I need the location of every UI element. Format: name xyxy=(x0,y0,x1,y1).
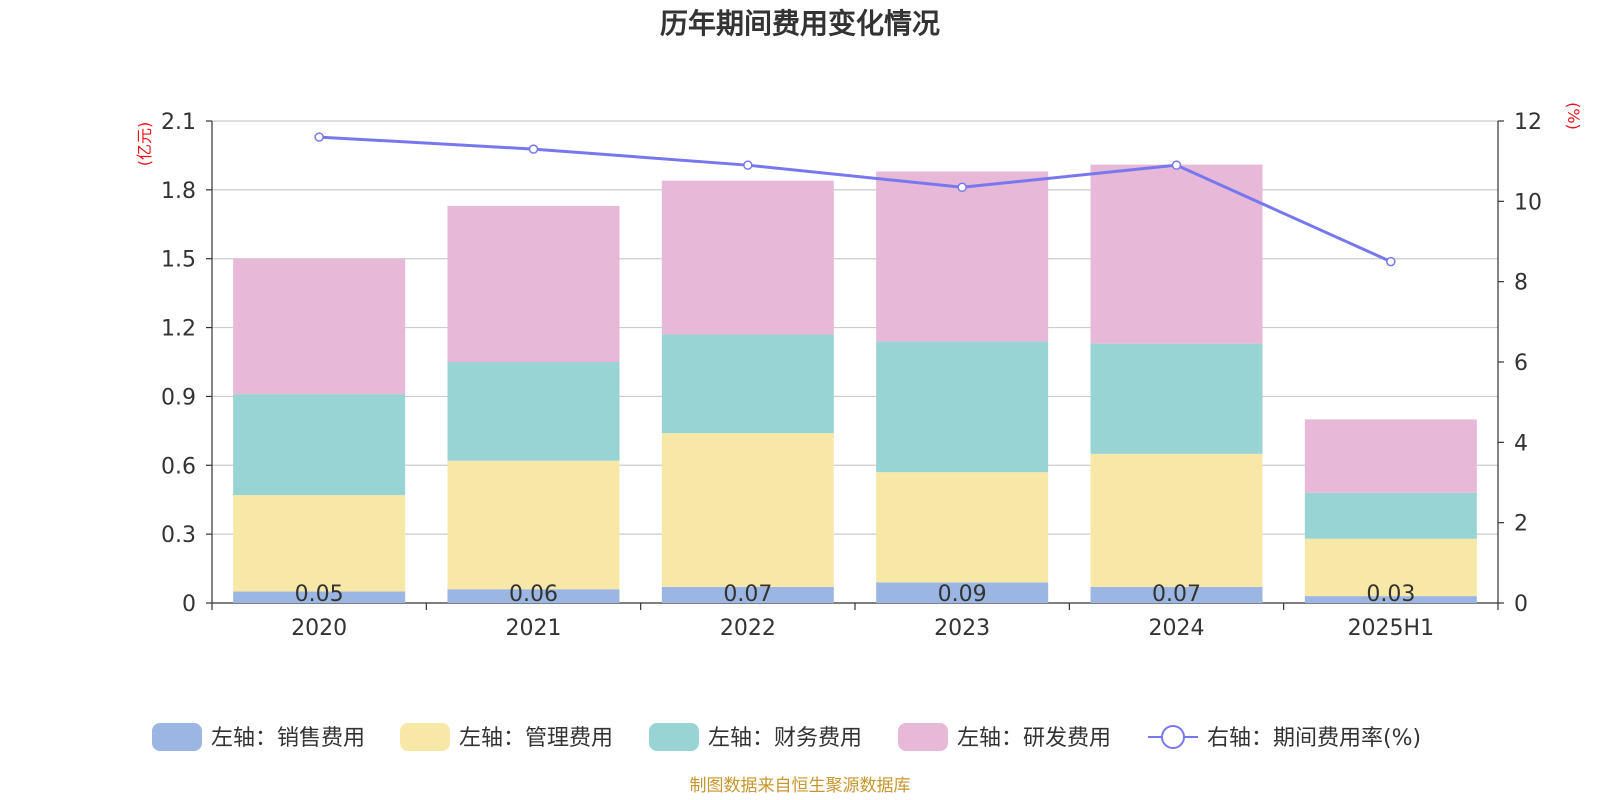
left-tick-label: 0 xyxy=(182,592,196,617)
left-tick-label: 1.8 xyxy=(161,179,196,204)
source-note: 制图数据来自恒生聚源数据库 xyxy=(690,776,911,796)
bar-value-label: 0.03 xyxy=(1366,582,1415,607)
legend-label-3: 左轴：财务费用 xyxy=(708,726,862,751)
bar-segment-4 xyxy=(1304,419,1477,493)
bar-segment-2 xyxy=(876,472,1049,583)
left-tick-label: 0.6 xyxy=(161,454,196,479)
bar-segment-3 xyxy=(876,341,1049,473)
legend-label-2: 左轴：管理费用 xyxy=(459,726,613,751)
bar-value-label: 0.05 xyxy=(295,582,344,607)
rate-point xyxy=(314,132,324,142)
bar-segment-2 xyxy=(233,495,406,592)
right-tick-label: 0 xyxy=(1514,592,1528,617)
bar-value-label: 0.07 xyxy=(723,582,772,607)
left-tick-label: 0.9 xyxy=(161,385,196,410)
legend-swatch-1 xyxy=(152,723,202,751)
left-tick-label: 1.5 xyxy=(161,248,196,273)
x-tick-label: 2024 xyxy=(1149,616,1205,641)
bar-segment-4 xyxy=(1090,164,1263,344)
bar-segment-2 xyxy=(447,460,620,590)
legend-label-1: 左轴：销售费用 xyxy=(211,726,365,751)
bar-segment-1 xyxy=(661,586,834,603)
bar-value-label: 0.06 xyxy=(509,582,558,607)
legend-swatch-2 xyxy=(400,723,450,751)
right-tick-label: 8 xyxy=(1514,271,1528,296)
right-tick-label: 12 xyxy=(1514,110,1542,135)
bar-labels: 0.05 0.06 0.07 0.09 0.07 0.03 xyxy=(295,582,1416,607)
left-axis-unit: (亿元) xyxy=(135,122,154,167)
rate-point xyxy=(1386,256,1396,267)
bar-value-label: 0.09 xyxy=(938,582,987,607)
rate-point xyxy=(528,144,539,154)
bar-value-label: 0.07 xyxy=(1152,582,1201,607)
bar-segment-2 xyxy=(1090,453,1263,587)
rate-line xyxy=(314,132,1396,267)
x-tick-label: 2023 xyxy=(934,616,990,641)
left-tick-label: 2.1 xyxy=(161,110,196,135)
right-tick-label: 6 xyxy=(1514,351,1528,376)
bar-segment-1 xyxy=(1304,596,1477,603)
bar-segment-3 xyxy=(233,394,406,496)
legend-swatch-4 xyxy=(898,723,948,751)
legend-label-4: 左轴：研发费用 xyxy=(957,726,1111,751)
legend-swatch-3 xyxy=(649,723,699,751)
bar-segment-3 xyxy=(1090,343,1263,454)
legend-marker xyxy=(1161,725,1185,749)
right-axis-unit: (%) xyxy=(1564,102,1583,130)
bar-segment-1 xyxy=(876,582,1049,603)
bar-segment-2 xyxy=(1304,538,1477,597)
rate-point xyxy=(957,182,967,193)
bar-segment-3 xyxy=(1304,492,1477,539)
bar-segment-1 xyxy=(233,591,406,603)
chart-title: 历年期间费用变化情况 xyxy=(660,7,940,40)
left-tick-label: 1.2 xyxy=(161,317,196,342)
bar-segment-4 xyxy=(876,171,1049,342)
bar-segment-4 xyxy=(447,205,620,362)
rate-point xyxy=(743,160,753,170)
bar-segment-1 xyxy=(447,589,620,603)
right-tick-label: 4 xyxy=(1514,431,1528,456)
x-tick-label: 2020 xyxy=(291,616,347,641)
bar-segment-1 xyxy=(1090,586,1263,603)
legend: 左轴：销售费用 左轴：管理费用 左轴：财务费用 左轴：研发费用 右轴：期间费用率(%) xyxy=(152,723,1421,751)
rate-line-path xyxy=(319,135,1392,263)
x-tick-label: 2022 xyxy=(720,616,776,641)
bar-segment-3 xyxy=(447,362,620,461)
legend-label-5: 右轴：期间费用率(%) xyxy=(1207,726,1421,751)
bar-segment-4 xyxy=(233,258,406,395)
axes: 0 0.3 0.6 0.9 1.2 1.5 1.8 2.1 0 2 4 6 8 10 12 2020 2021 2… xyxy=(161,110,1542,641)
bar-segment-3 xyxy=(661,334,834,434)
bar-stacks xyxy=(233,164,1477,603)
x-tick-label: 2025H1 xyxy=(1348,616,1435,641)
bar-segment-4 xyxy=(661,180,834,335)
bar-segment-2 xyxy=(661,433,834,587)
right-tick-label: 2 xyxy=(1514,512,1528,537)
grid-lines xyxy=(212,120,1498,604)
right-tick-label: 10 xyxy=(1514,190,1542,215)
x-tick-label: 2021 xyxy=(506,616,562,641)
left-tick-label: 0.3 xyxy=(161,523,196,548)
rate-point xyxy=(1171,160,1182,170)
